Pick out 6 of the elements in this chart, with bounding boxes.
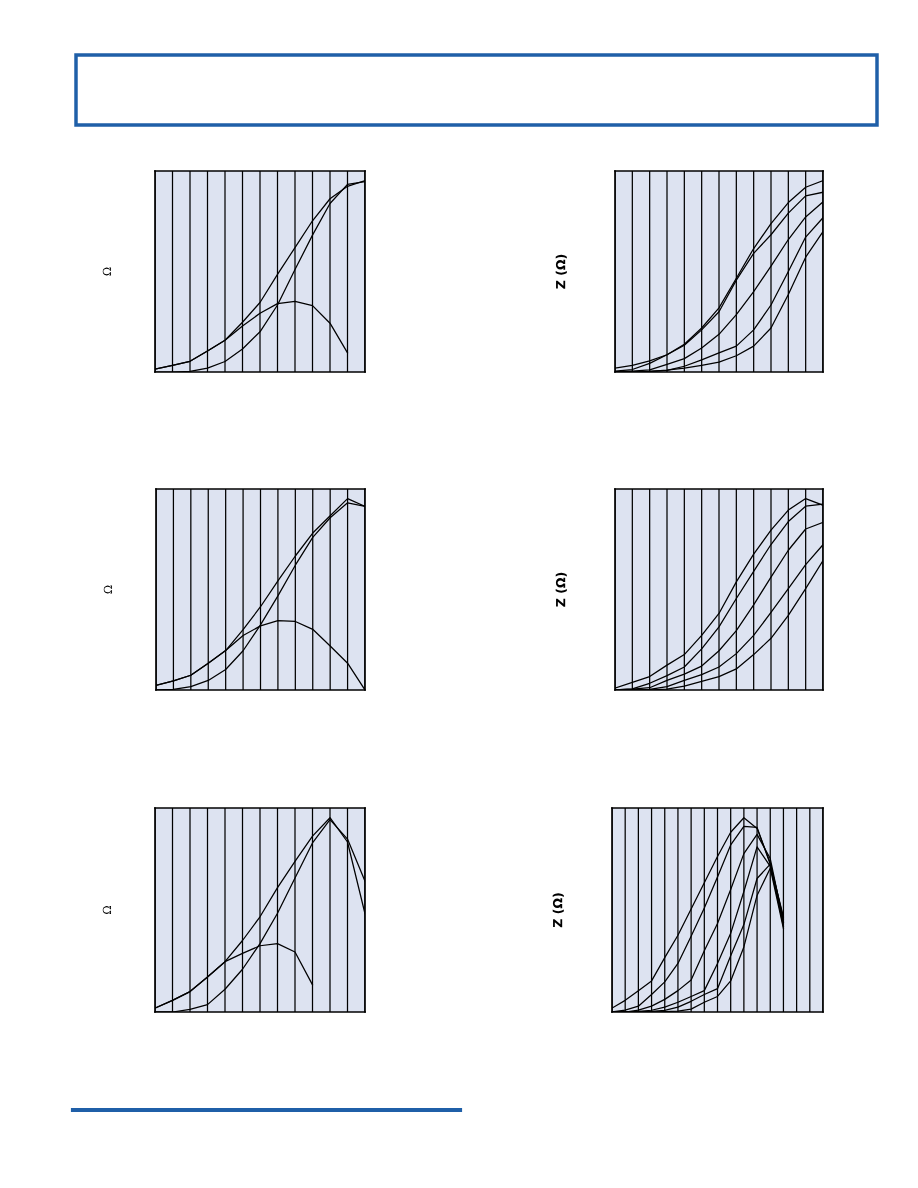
y-axis-title: Z (Ω) (555, 254, 567, 289)
y-axis-title: Z (Ω) (552, 893, 564, 928)
y-axis-title: Z (Ω) (555, 572, 567, 607)
y-axis-title: Ω (102, 906, 112, 914)
y-axis-title: Ω (102, 267, 112, 276)
y-axis-title: Ω (103, 585, 113, 594)
